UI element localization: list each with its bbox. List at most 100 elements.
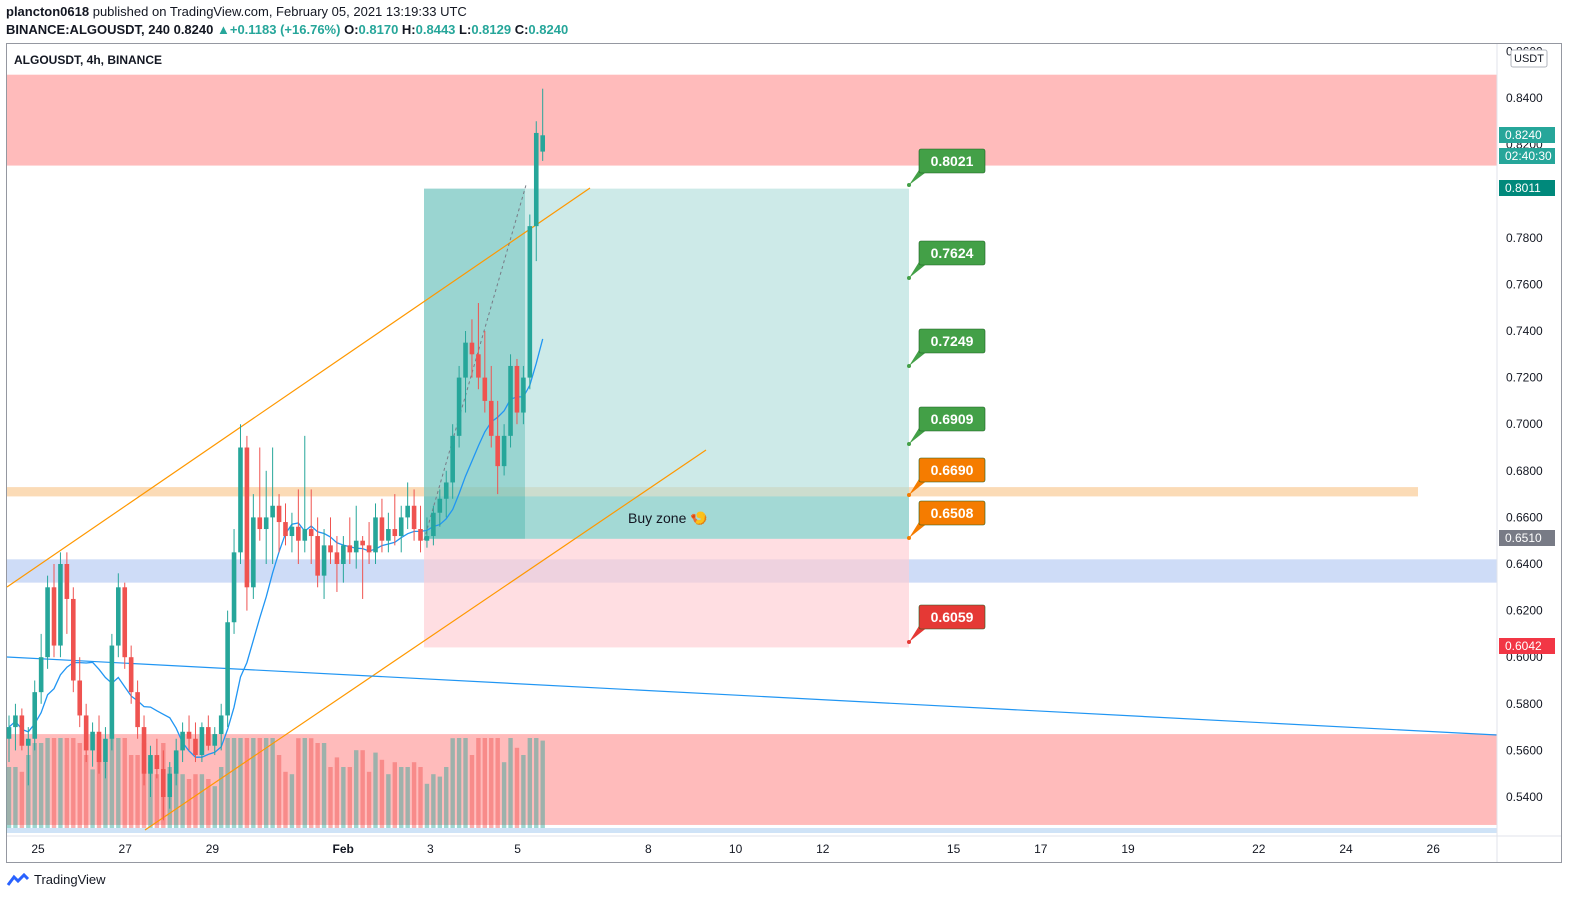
candle[interactable] (257, 447, 263, 541)
candle[interactable] (58, 552, 63, 658)
candle[interactable] (501, 424, 507, 476)
resistance-zone[interactable] (7, 74, 1497, 166)
candle[interactable] (405, 482, 410, 530)
candle[interactable] (71, 587, 76, 693)
candle[interactable] (540, 88, 545, 161)
candle[interactable] (508, 354, 513, 448)
candle[interactable] (45, 575, 50, 669)
candle[interactable] (366, 522, 372, 564)
candle[interactable] (206, 715, 211, 751)
candle[interactable] (109, 633, 115, 751)
candle[interactable] (180, 722, 185, 763)
candle[interactable] (514, 358, 520, 425)
candle[interactable] (186, 715, 192, 751)
candle[interactable] (463, 331, 468, 413)
candle[interactable] (334, 536, 340, 592)
buy-zone-box[interactable] (424, 496, 909, 539)
candle[interactable] (296, 489, 301, 564)
candle[interactable] (6, 715, 12, 763)
candle[interactable] (103, 727, 108, 779)
candle[interactable] (495, 400, 500, 495)
candle[interactable] (83, 703, 89, 763)
price-callout[interactable]: 0.6909 (907, 406, 986, 446)
candle[interactable] (116, 573, 121, 658)
price-callout[interactable]: 0.6690 (907, 457, 986, 497)
moving-average-line[interactable] (8, 338, 544, 758)
descending-trend-line[interactable] (6, 656, 1498, 736)
candle[interactable] (19, 708, 25, 751)
price-callout[interactable]: 0.8021 (907, 148, 986, 187)
candle[interactable] (392, 494, 398, 546)
candle[interactable] (141, 715, 147, 786)
price-callout[interactable]: 0.6059 (907, 604, 986, 644)
candle[interactable] (25, 727, 31, 786)
candle[interactable] (450, 424, 455, 499)
price-callout[interactable]: 0.7624 (907, 240, 986, 280)
price-tag[interactable]: 0.8240 (1499, 127, 1555, 143)
candle[interactable] (488, 365, 494, 448)
candle[interactable] (424, 517, 430, 548)
price-callout[interactable]: 0.7249 (907, 328, 986, 368)
candle[interactable] (437, 489, 443, 527)
candle[interactable] (244, 435, 250, 611)
candle[interactable] (315, 517, 320, 588)
candle[interactable] (379, 498, 385, 553)
candle[interactable] (373, 503, 378, 564)
candle[interactable] (154, 738, 160, 779)
tradingview-brand[interactable]: TradingView (6, 872, 106, 887)
candle[interactable] (328, 517, 333, 564)
candle[interactable] (411, 489, 417, 541)
candle[interactable] (283, 503, 288, 546)
candle[interactable] (353, 505, 359, 569)
candle[interactable] (238, 424, 243, 564)
lower-zone[interactable] (7, 734, 1497, 825)
candle[interactable] (51, 564, 57, 658)
price-callout[interactable]: 0.6508 (907, 500, 986, 540)
candle[interactable] (161, 750, 166, 821)
candle[interactable] (193, 722, 198, 763)
candle[interactable] (476, 303, 481, 390)
candle[interactable] (276, 494, 282, 553)
candle[interactable] (148, 745, 153, 797)
price-tag[interactable]: 0.6042 (1499, 638, 1555, 654)
candle[interactable] (360, 536, 365, 599)
candle[interactable] (251, 494, 256, 599)
candle[interactable] (482, 331, 488, 413)
candle[interactable] (456, 365, 462, 448)
candle[interactable] (527, 214, 533, 390)
channel-upper-line[interactable] (6, 187, 591, 588)
candle[interactable] (386, 512, 391, 553)
price-tag[interactable]: 02:40:30 (1499, 148, 1555, 164)
candle[interactable] (77, 657, 83, 728)
candle[interactable] (398, 505, 404, 553)
candle[interactable] (90, 722, 95, 767)
candle[interactable] (212, 727, 218, 756)
candle[interactable] (302, 435, 308, 553)
candle[interactable] (341, 536, 346, 583)
candle[interactable] (533, 121, 539, 262)
candle[interactable] (431, 505, 436, 546)
channel-lower-line[interactable] (144, 449, 707, 831)
candle[interactable] (443, 470, 449, 518)
candle[interactable] (38, 633, 44, 704)
candle[interactable] (469, 319, 475, 378)
candle[interactable] (270, 447, 275, 565)
price-tag[interactable]: 0.6510 (1499, 530, 1555, 546)
candle[interactable] (199, 722, 205, 763)
candle[interactable] (418, 505, 423, 553)
candle[interactable] (135, 680, 140, 739)
candle[interactable] (32, 680, 38, 751)
price-tag[interactable]: 0.8011 (1499, 180, 1555, 196)
candle[interactable] (13, 703, 18, 751)
candle[interactable] (96, 715, 102, 774)
candle[interactable] (64, 552, 70, 634)
candle[interactable] (289, 512, 295, 553)
candle[interactable] (231, 529, 237, 634)
candle[interactable] (128, 645, 134, 704)
candle[interactable] (308, 489, 314, 564)
candle[interactable] (521, 365, 526, 425)
position-stop-zone[interactable] (424, 538, 909, 648)
candle[interactable] (225, 610, 230, 728)
candle[interactable] (321, 529, 327, 599)
